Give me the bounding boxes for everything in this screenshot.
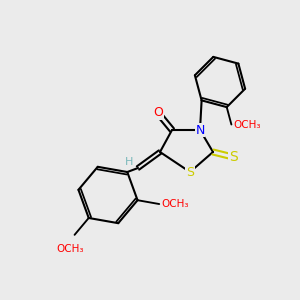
Text: OCH₃: OCH₃ — [57, 244, 84, 254]
Text: OCH₃: OCH₃ — [161, 199, 189, 209]
Text: S: S — [186, 166, 194, 178]
Text: H: H — [125, 157, 133, 167]
Text: N: N — [195, 124, 205, 136]
Text: S: S — [229, 150, 237, 164]
Text: OCH₃: OCH₃ — [234, 119, 261, 130]
Text: O: O — [153, 106, 163, 119]
